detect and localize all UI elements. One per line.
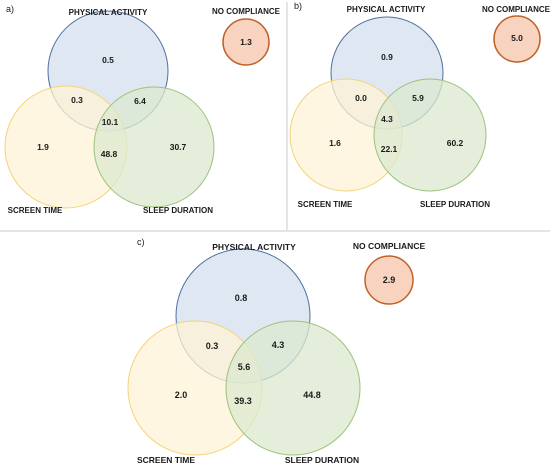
panel-c-sleep-only: 44.8	[303, 390, 321, 400]
panel-c-physical-label: PHYSICAL ACTIVITY	[212, 242, 296, 252]
panel-c-all: 5.6	[238, 362, 251, 372]
panel-b-sleep-circle	[373, 78, 487, 192]
panel-c-nocompliance-label: NO COMPLIANCE	[353, 241, 426, 251]
panel-a-nocompliance-circle	[222, 18, 270, 66]
panel-a-screen-label: SCREEN TIME	[8, 206, 63, 215]
panel-a-nocompliance-label: NO COMPLIANCE	[212, 7, 281, 16]
panel-b-nocompliance-label: NO COMPLIANCE	[482, 5, 550, 14]
panel-b-physical-only: 0.9	[381, 52, 393, 62]
panel-b-physical-screen: 0.0	[355, 93, 367, 103]
panel-c-screen-label: SCREEN TIME	[137, 455, 195, 465]
panel-b-screen-only: 1.6	[329, 138, 341, 148]
panel-a-sleep-label: SLEEP DURATION	[143, 206, 213, 215]
panel-a-screen-sleep: 48.8	[101, 149, 118, 159]
panel-c-physical-screen: 0.3	[206, 341, 219, 351]
panel-c-letter: c)	[137, 237, 145, 247]
panel-b-screen-sleep: 22.1	[381, 144, 398, 154]
panel-b-sleep-label: SLEEP DURATION	[420, 200, 490, 209]
panel-a-physical-only: 0.5	[102, 55, 114, 65]
panel-c-nocompliance-circle	[364, 255, 414, 305]
panel-a-nocompliance-value: 1.3	[240, 37, 252, 47]
panel-c: c) PHYSICAL ACTIVITY NO COMPLIANCE SCREE…	[127, 237, 426, 465]
panel-a-screen-only: 1.9	[37, 142, 49, 152]
panel-b-nocompliance-value: 5.0	[511, 33, 523, 43]
panel-c-sleep-circle	[225, 320, 361, 456]
panel-a-all: 10.1	[102, 117, 119, 127]
panel-b: b) PHYSICAL ACTIVITY NO COMPLIANCE SCREE…	[289, 1, 550, 209]
panel-a-physical-sleep: 6.4	[134, 96, 146, 106]
panel-c-screen-only: 2.0	[175, 390, 188, 400]
panel-a-sleep-only: 30.7	[170, 142, 187, 152]
panel-b-physical-label: PHYSICAL ACTIVITY	[347, 5, 426, 14]
panel-b-all: 4.3	[381, 114, 393, 124]
panel-a-sleep-circle	[93, 86, 215, 208]
panel-b-physical-sleep: 5.9	[412, 93, 424, 103]
panel-c-nocompliance-value: 2.9	[383, 275, 396, 285]
panel-b-sleep-only: 60.2	[447, 138, 464, 148]
panel-b-letter: b)	[294, 1, 302, 11]
panel-c-screen-sleep: 39.3	[234, 396, 252, 406]
panel-b-screen-label: SCREEN TIME	[298, 200, 353, 209]
panel-c-sleep-label: SLEEP DURATION	[285, 455, 359, 465]
panel-c-physical-only: 0.8	[235, 293, 248, 303]
panel-a: a) PHYSICAL ACTIVITY NO COMPLIANCE SCREE…	[4, 4, 281, 215]
panel-a-physical-label: PHYSICAL ACTIVITY	[69, 8, 148, 17]
panel-a-letter: a)	[6, 4, 14, 14]
panel-b-nocompliance-circle	[493, 15, 541, 63]
panel-a-physical-screen: 0.3	[71, 95, 83, 105]
panel-c-physical-sleep: 4.3	[272, 340, 285, 350]
